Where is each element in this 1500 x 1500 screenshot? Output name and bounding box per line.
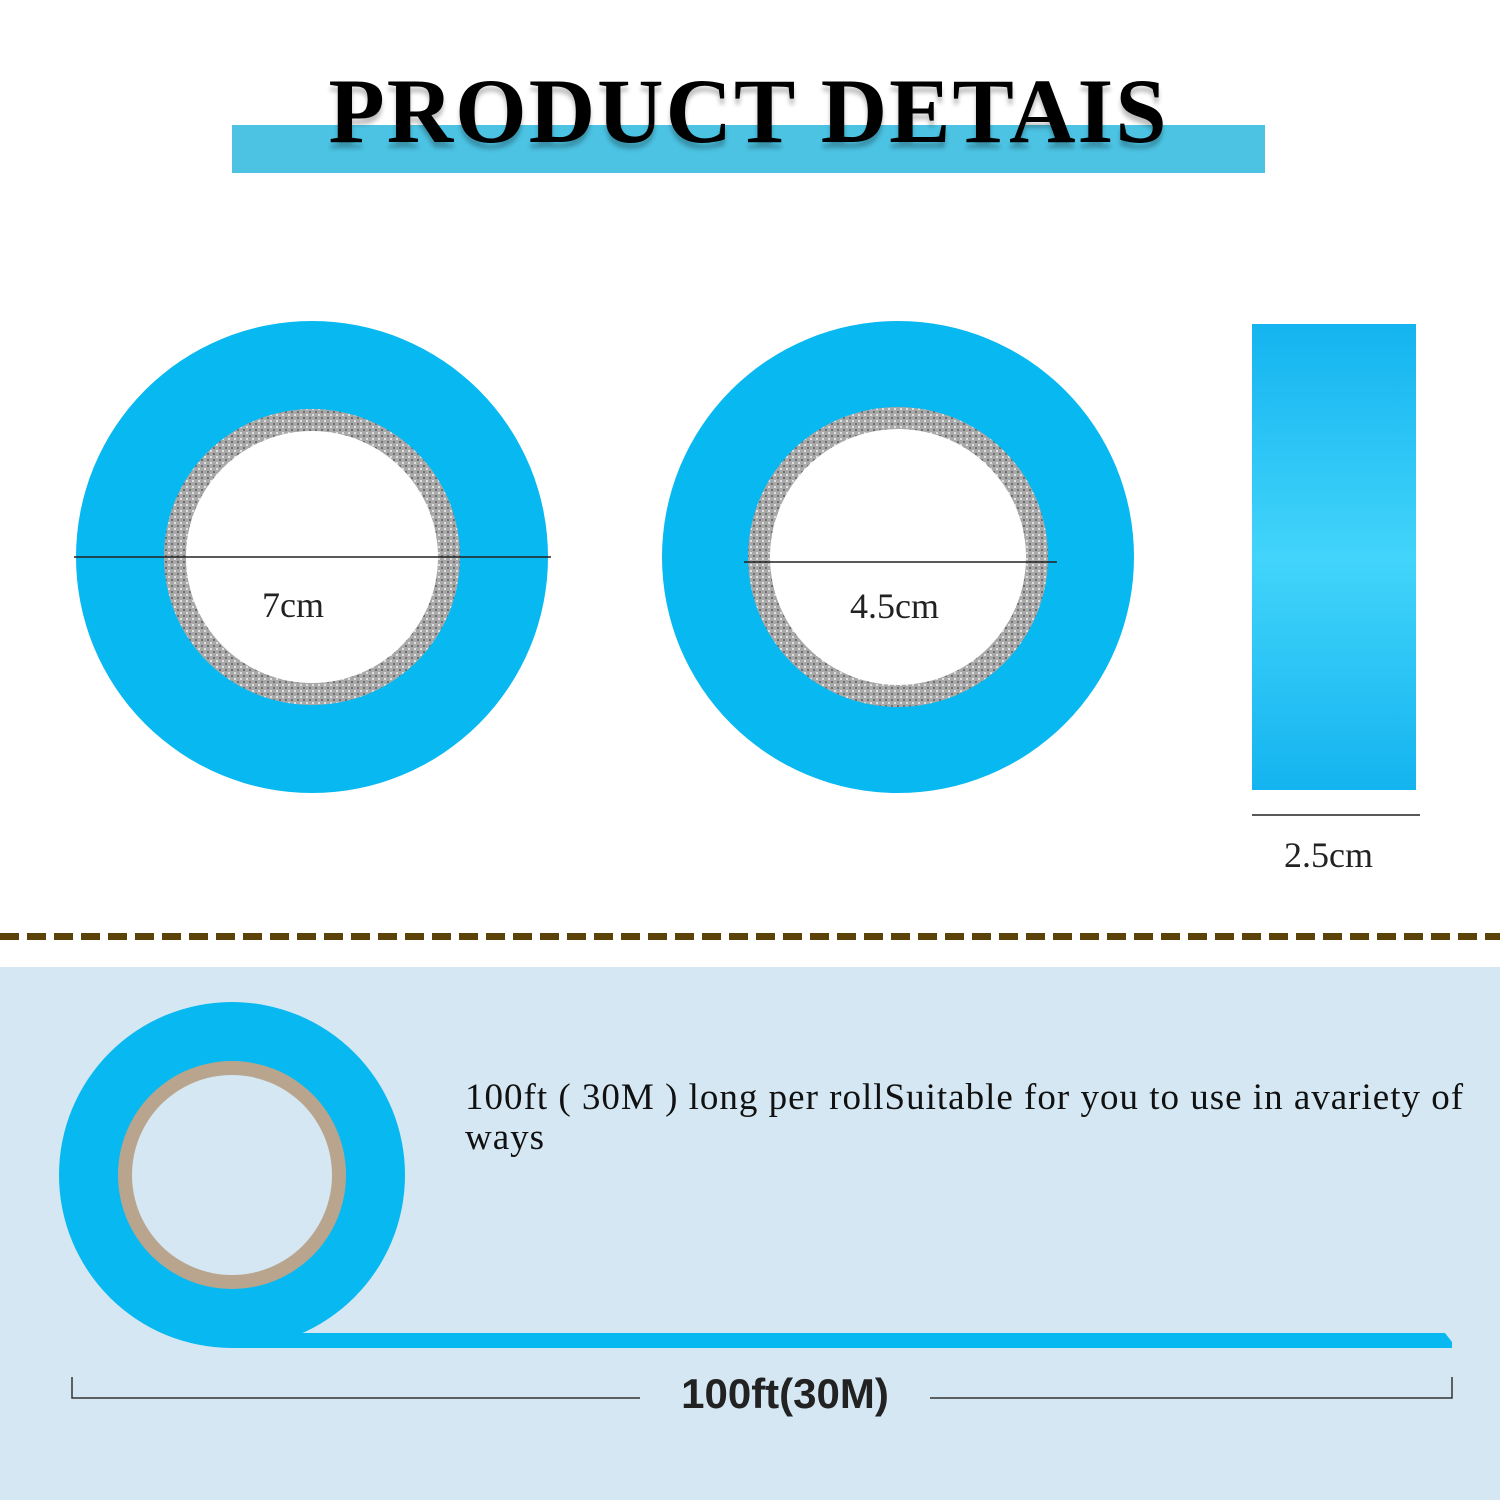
- tape-roll-front-outer: [74, 321, 551, 793]
- page-title: PRODUCT DETAIS: [328, 60, 1169, 162]
- description-text: 100ft ( 30M ) long per rollSuitable for …: [465, 1077, 1465, 1158]
- unrolled-tape: [59, 1002, 1453, 1399]
- tape-roll-front-inner: [662, 321, 1134, 793]
- inner-diameter-label: 4.5cm: [850, 586, 939, 626]
- outer-diameter-label: 7cm: [262, 585, 324, 625]
- width-label: 2.5cm: [1284, 835, 1373, 875]
- title-band: [232, 125, 1265, 173]
- tape-roll-side: [1252, 324, 1420, 816]
- dashed-divider: [0, 933, 1500, 940]
- tape-views: [74, 321, 1420, 816]
- length-label: 100ft(30M): [640, 1370, 930, 1418]
